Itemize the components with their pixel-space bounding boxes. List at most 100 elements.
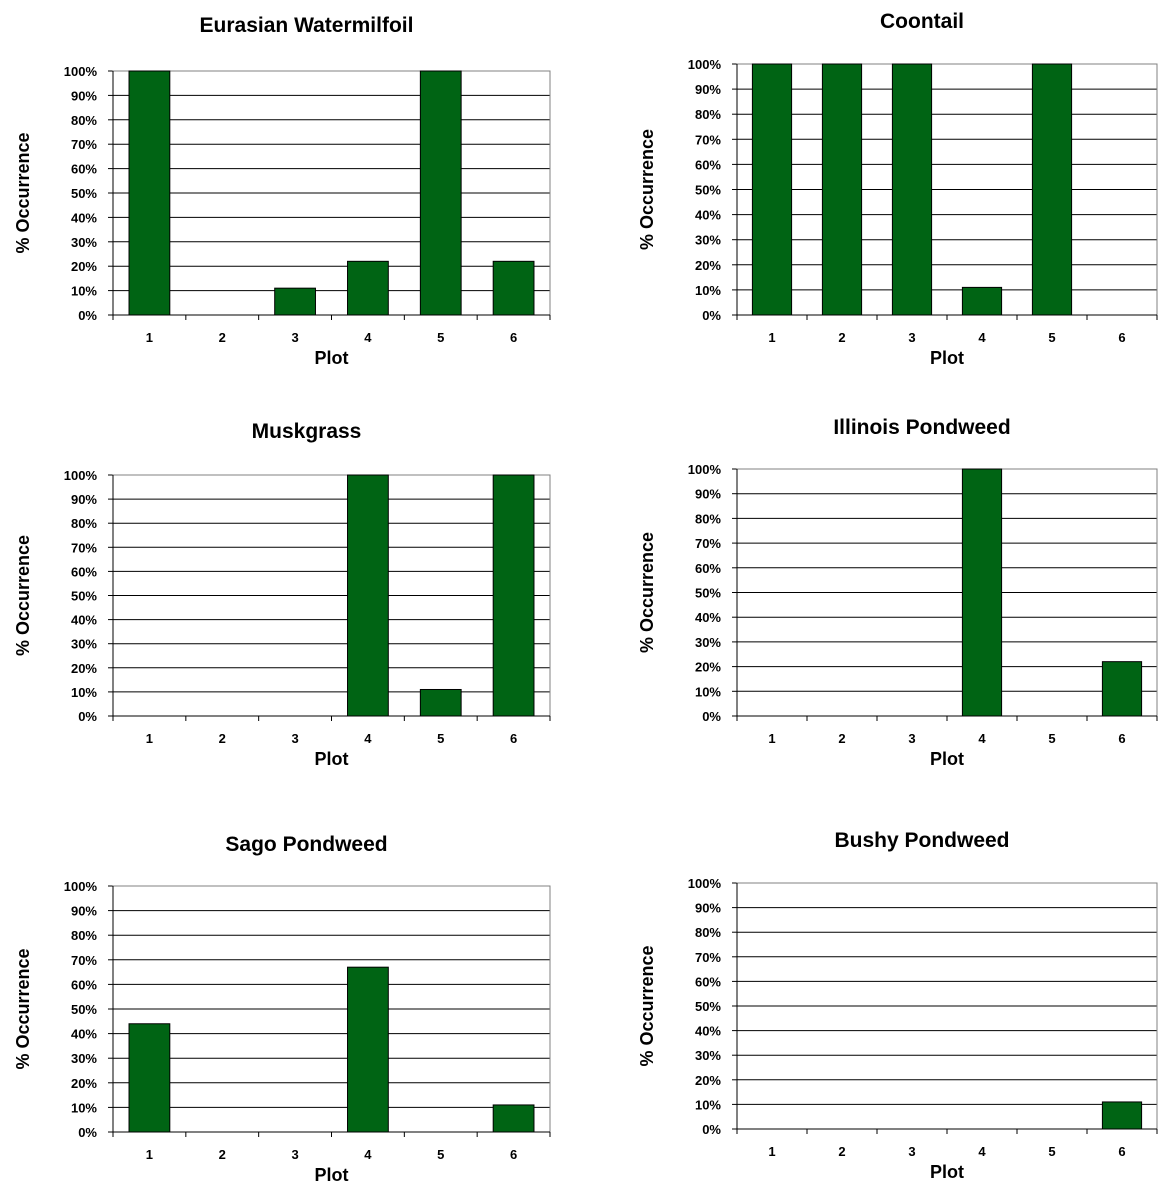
bar-plot-1 — [128, 1023, 171, 1133]
y-tick-label: 100% — [64, 879, 98, 894]
y-tick-label: 30% — [71, 1051, 97, 1066]
bar-plot-1 — [751, 63, 793, 316]
bar-plot-4 — [961, 468, 1003, 717]
y-axis-label: % Occurrence — [13, 535, 33, 656]
x-tick-label: 3 — [291, 1147, 298, 1162]
x-tick-label: 6 — [510, 1147, 517, 1162]
y-tick-label: 60% — [71, 564, 97, 579]
y-tick-label: 10% — [695, 283, 721, 298]
y-tick-label: 70% — [695, 132, 721, 147]
x-tick-label: 6 — [510, 731, 517, 746]
y-tick-label: 90% — [71, 904, 97, 919]
x-tick-label: 1 — [146, 1147, 153, 1162]
y-tick-label: 90% — [71, 492, 97, 507]
bar-plot-6 — [492, 260, 535, 316]
y-tick-label: 80% — [71, 516, 97, 531]
chart-muskgrass: Muskgrass 0% 10% 20% 30% 40% 50% 60% 70% 80% 90% 10… — [13, 420, 551, 769]
y-tick-label: 70% — [71, 540, 97, 555]
chart-sago-pondweed: Sago Pondweed 0% 10% 20% 30% 40% 50% 60% 70% 80% 9… — [13, 833, 551, 1185]
y-tick-label: 10% — [695, 1097, 721, 1112]
chart-title: Sago Pondweed — [225, 833, 387, 856]
y-tick-label: 100% — [64, 468, 98, 483]
x-tick-label: 1 — [146, 330, 153, 345]
x-tick-label: 5 — [437, 1147, 444, 1162]
x-tick-label: 3 — [291, 330, 298, 345]
x-axis-label: Plot — [930, 348, 964, 368]
y-tick-label: 80% — [695, 107, 721, 122]
x-tick-label: 5 — [437, 330, 444, 345]
bar-plot-4 — [347, 474, 389, 717]
y-tick-label: 20% — [695, 258, 721, 273]
y-tick-label: 0% — [78, 1125, 97, 1140]
y-tick-label: 20% — [695, 660, 721, 675]
x-axis-label: Plot — [315, 749, 349, 769]
bar-plot-4 — [347, 260, 389, 316]
y-tick-label: 10% — [71, 685, 97, 700]
chart-bushy-pondweed: Bushy Pondweed 0% 10% 20% 30% 40% 50% 60% 70% 80%… — [637, 829, 1158, 1182]
y-tick-label: 80% — [695, 925, 721, 940]
y-tick-label: 80% — [71, 113, 97, 128]
bar-plot-4 — [347, 966, 389, 1133]
chart-title: Illinois Pondweed — [833, 416, 1010, 439]
y-axis-label: % Occurrence — [637, 532, 657, 653]
y-tick-label: 0% — [702, 1122, 721, 1137]
bar-plot-2 — [821, 63, 863, 316]
chart-title: Muskgrass — [252, 420, 362, 443]
x-tick-label: 2 — [838, 330, 845, 345]
x-tick-label: 2 — [219, 731, 226, 746]
x-tick-label: 6 — [1118, 330, 1125, 345]
chart-eurasian-watermilfoil: Eurasian Watermilfoil 0% 10% 20% 30% 40% 50% 60… — [13, 14, 551, 368]
y-tick-label: 80% — [71, 928, 97, 943]
bar-plot-5 — [419, 70, 462, 316]
y-tick-label: 80% — [695, 511, 721, 526]
bar-plot-3 — [274, 287, 316, 316]
y-tick-label: 20% — [71, 259, 97, 274]
y-tick-label: 40% — [71, 613, 97, 628]
y-tick-label: 20% — [71, 661, 97, 676]
y-tick-label: 60% — [695, 974, 721, 989]
x-tick-label: 2 — [838, 731, 845, 746]
y-tick-label: 100% — [688, 462, 722, 477]
x-tick-label: 2 — [838, 1144, 845, 1159]
y-tick-label: 70% — [71, 137, 97, 152]
x-tick-label: 6 — [1118, 1144, 1125, 1159]
y-tick-label: 60% — [71, 162, 97, 177]
y-tick-label: 50% — [71, 1002, 97, 1017]
y-tick-label: 10% — [71, 1100, 97, 1115]
y-tick-label: 30% — [71, 235, 97, 250]
chart-title: Eurasian Watermilfoil — [200, 14, 414, 37]
y-tick-label: 30% — [695, 635, 721, 650]
y-tick-label: 70% — [71, 953, 97, 968]
y-tick-label: 40% — [71, 210, 97, 225]
x-tick-label: 3 — [291, 731, 298, 746]
y-tick-label: 20% — [695, 1073, 721, 1088]
x-axis-label: Plot — [930, 749, 964, 769]
x-tick-label: 5 — [1048, 330, 1055, 345]
bar-plot-6 — [1101, 1101, 1143, 1130]
y-tick-label: 50% — [695, 999, 721, 1014]
chart-coontail: Coontail 0% 10% 20% 30% 40% 50% 60% 70% 80% 90% 100… — [637, 10, 1158, 368]
y-tick-label: 70% — [695, 950, 721, 965]
y-tick-label: 20% — [71, 1076, 97, 1091]
y-tick-label: 50% — [71, 186, 97, 201]
x-tick-label: 5 — [1048, 1144, 1055, 1159]
y-tick-label: 50% — [695, 586, 721, 601]
x-tick-label: 4 — [978, 731, 986, 746]
chart-title: Bushy Pondweed — [834, 829, 1009, 852]
y-tick-label: 40% — [695, 1024, 721, 1039]
x-axis-label: Plot — [930, 1162, 964, 1182]
x-tick-label: 1 — [768, 731, 775, 746]
y-tick-label: 50% — [71, 589, 97, 604]
x-tick-label: 6 — [510, 330, 517, 345]
x-tick-label: 2 — [219, 330, 226, 345]
x-tick-label: 2 — [219, 1147, 226, 1162]
y-tick-label: 10% — [71, 284, 97, 299]
y-axis-label: % Occurrence — [637, 129, 657, 250]
x-tick-label: 1 — [146, 731, 153, 746]
bar-plot-4 — [961, 286, 1003, 316]
x-tick-label: 5 — [437, 731, 444, 746]
chart-title: Coontail — [880, 10, 964, 33]
x-tick-label: 6 — [1118, 731, 1125, 746]
x-tick-label: 4 — [364, 1147, 372, 1162]
